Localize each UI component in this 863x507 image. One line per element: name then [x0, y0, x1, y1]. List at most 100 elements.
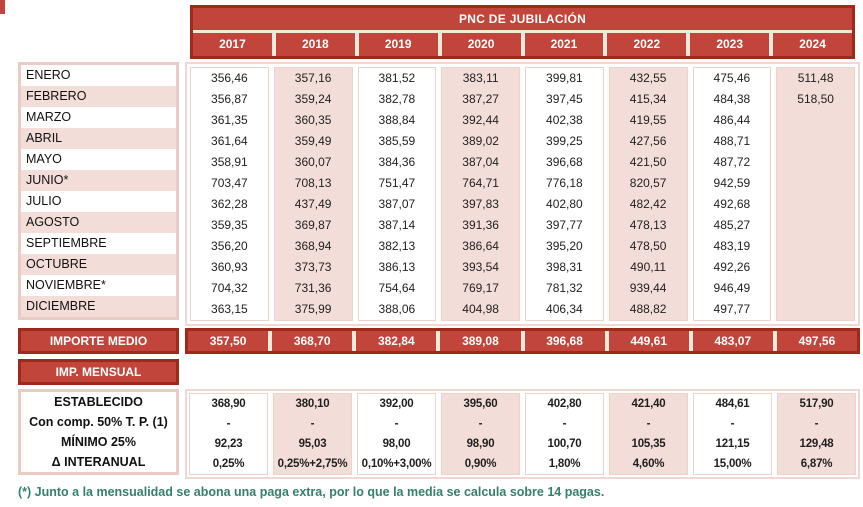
monthly-cell: - [226, 418, 231, 430]
year-cell: 2017 [219, 37, 246, 51]
data-cell: 361,64 [211, 134, 248, 148]
monthly-cell: 517,90 [799, 398, 834, 410]
data-cell: 478,50 [629, 239, 667, 253]
data-cell: 356,46 [211, 71, 248, 85]
data-cell: 399,81 [546, 71, 583, 85]
monthly-cell: 0,10%+3,00% [361, 458, 432, 470]
data-cell: 392,44 [462, 113, 499, 127]
monthly-cell: 129,48 [799, 438, 834, 450]
monthly-cell: 395,60 [463, 398, 498, 410]
data-cell: 386,13 [378, 260, 416, 274]
monthly-cell: 484,61 [715, 398, 750, 410]
data-cell: 363,15 [211, 302, 248, 316]
data-cell: 373,73 [294, 260, 332, 274]
year-column: 475,46 484,38 486,44 488,71 487,72 942,59 492,… [692, 67, 772, 321]
month-label: JUNIO* [21, 170, 176, 191]
data-cell [777, 152, 854, 173]
data-cell: 387,04 [462, 155, 499, 169]
data-cell: 360,93 [211, 260, 248, 274]
data-cell: 397,77 [546, 218, 583, 232]
data-cell [777, 278, 854, 299]
data-cell: 399,25 [546, 134, 583, 148]
data-cell: 386,64 [462, 239, 499, 253]
data-cell: 359,49 [294, 134, 332, 148]
data-cell: 396,68 [546, 155, 583, 169]
monthly-year-column: 402,80 - 100,70 1,80% [525, 393, 604, 475]
data-cell: 486,44 [713, 113, 751, 127]
monthly-cell: 15,00% [713, 458, 752, 470]
data-cell: 704,32 [211, 281, 248, 295]
data-cell: 382,13 [378, 239, 416, 253]
data-cell [777, 110, 854, 131]
monthly-cell: - [310, 418, 315, 430]
year-column: 383,11 387,27 392,44 389,02 387,04 764,71 397,… [441, 67, 520, 321]
monthly-cell: 392,00 [379, 398, 414, 410]
data-cell: 511,48 [797, 71, 834, 85]
data-cell: 776,18 [546, 176, 583, 190]
monthly-year-column: 395,60 - 98,90 0,90% [441, 393, 520, 475]
data-cell [777, 173, 854, 194]
data-cell: 437,49 [294, 197, 332, 211]
data-cell: 395,20 [546, 239, 583, 253]
table-title: PNC DE JUBILACIÓN [193, 8, 852, 33]
monthly-year-column: 517,90 - 129,48 6,87% [777, 393, 856, 475]
data-cell: 388,84 [378, 113, 416, 127]
year-header-row: 2017 2018 2019 2020 2021 2022 2023 2024 [193, 33, 852, 56]
monthly-cell: - [562, 418, 567, 430]
month-label: MARZO [26, 110, 72, 124]
data-cell: 484,38 [713, 92, 751, 106]
data-cell: 939,44 [629, 281, 667, 295]
year-column: 511,48 518,50 [776, 67, 855, 321]
data-cell [777, 215, 854, 236]
data-cell: 382,78 [378, 92, 416, 106]
monthly-cell: 402,80 [547, 398, 582, 410]
year-cell: 2022 [603, 33, 686, 56]
footnote: (*) Junto a la mensualidad se abona una … [18, 485, 605, 499]
data-cell: 357,16 [294, 71, 332, 85]
data-cell: 487,72 [713, 155, 751, 169]
monthly-row-label: Con comp. 50% T. P. (1) [29, 415, 168, 429]
importe-medio-cell: 449,61 [604, 331, 689, 351]
data-cell: 387,27 [462, 92, 499, 106]
monthly-cell: 0,25%+2,75% [277, 458, 348, 470]
monthly-cell: 368,90 [211, 398, 246, 410]
data-cell: 421,50 [629, 155, 667, 169]
data-cell: 942,59 [713, 176, 751, 190]
data-cell: 488,82 [629, 302, 667, 316]
year-column: 399,81 397,45 402,38 399,25 396,68 776,18 402,… [525, 67, 604, 321]
monthly-cell: 1,80% [548, 458, 581, 470]
monthly-cell: 380,10 [295, 398, 330, 410]
data-cell: 485,27 [713, 218, 751, 232]
corner-red-sliver [0, 0, 5, 14]
year-cell: 2020 [437, 33, 521, 56]
data-cell: 393,54 [462, 260, 499, 274]
monthly-cell: 421,40 [631, 398, 666, 410]
data-cell: 369,87 [294, 218, 332, 232]
data-cell: 359,24 [294, 92, 332, 106]
data-cell: 397,45 [546, 92, 583, 106]
data-cell: 356,20 [211, 239, 248, 253]
year-column: 356,46 356,87 361,35 361,64 358,91 703,47 362,… [190, 67, 269, 321]
data-cell: 361,35 [211, 113, 248, 127]
year-cell: 2023 [686, 33, 769, 56]
data-cell: 419,55 [629, 113, 667, 127]
monthly-cell: 98,00 [382, 438, 411, 450]
month-label: ABRIL [21, 128, 176, 149]
data-cell: 482,42 [629, 197, 667, 211]
imp-mensual-label: IMP. MENSUAL [18, 359, 179, 385]
data-cell: 497,77 [713, 302, 751, 316]
data-cell: 488,71 [713, 134, 751, 148]
data-cell: 404,98 [462, 302, 499, 316]
monthly-cell: 0,25% [212, 458, 245, 470]
data-cell: 375,99 [294, 302, 332, 316]
data-cell: 518,50 [797, 92, 834, 106]
monthly-cell: 6,87% [800, 458, 833, 470]
importe-medio-cell: 368,70 [268, 331, 352, 351]
monthly-label-column: ESTABLECIDO Con comp. 50% T. P. (1) MÍNIMO… [18, 389, 179, 475]
importe-medio-cell: 483,07 [688, 331, 773, 351]
data-cell: 358,91 [211, 155, 248, 169]
importe-medio-cell: 382,84 [352, 331, 436, 351]
data-cell: 356,87 [211, 92, 248, 106]
data-cell [777, 236, 854, 257]
data-cell: 754,64 [378, 281, 416, 295]
